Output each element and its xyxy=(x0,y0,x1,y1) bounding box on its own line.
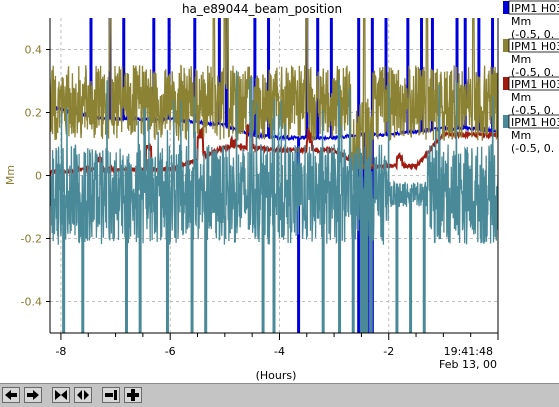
y-tick-label: 0 xyxy=(35,170,42,183)
legend-box xyxy=(508,76,559,91)
series-4-spike xyxy=(359,194,363,333)
series-1-spike xyxy=(357,134,361,333)
chart-title: ha_e89044_beam_position xyxy=(182,2,342,16)
series-4-spike xyxy=(369,194,373,333)
legend-label: IPM1 H03 xyxy=(511,40,559,53)
legend-box xyxy=(508,114,559,129)
series-1-spike xyxy=(167,18,171,119)
legend-box xyxy=(508,38,559,53)
legend-swatch xyxy=(503,39,509,52)
legend-swatch xyxy=(503,77,509,90)
legend-swatch xyxy=(503,1,509,14)
plus-icon xyxy=(127,389,139,401)
legend-label: (-0.5, 0. xyxy=(511,104,554,117)
go-to-end-icon xyxy=(105,390,117,400)
series-4-spike xyxy=(165,194,169,333)
series-4-spike xyxy=(362,194,366,333)
go-to-end-button[interactable] xyxy=(102,387,120,403)
series-1-spike xyxy=(384,18,388,135)
series-4-spike xyxy=(422,194,426,333)
series-4-spike xyxy=(62,194,66,333)
series-1-spike xyxy=(463,18,467,129)
series-4-spike xyxy=(272,194,276,333)
legend-label: IPM1 H03 xyxy=(511,78,559,91)
series-4-spike xyxy=(338,194,342,333)
zoom-in-time-button[interactable] xyxy=(52,387,70,403)
series-1-spike xyxy=(305,18,309,138)
beam-position-chart: ha_e89044_beam_position 0.4 0.2 0 -0.2 -0.4 -… xyxy=(4,0,559,382)
left-arrow-icon xyxy=(5,390,17,400)
scroll-left-button[interactable] xyxy=(2,387,20,403)
scroll-right-button[interactable] xyxy=(24,387,42,403)
series-1-spike xyxy=(108,18,112,119)
legend-label: Mm xyxy=(511,129,531,142)
series-4-spike xyxy=(365,194,369,333)
x-end-time-label: 19:41:48 xyxy=(444,345,493,358)
series-1-spike xyxy=(420,18,424,131)
series-1-spike xyxy=(217,18,221,125)
y-axis-label: Mm xyxy=(4,165,17,185)
series-1-spike xyxy=(152,18,156,119)
x-tick-label: -2 xyxy=(383,345,394,358)
series-1-spike xyxy=(297,137,301,333)
series-group xyxy=(50,18,498,333)
legend-label: (-0.5, 0. xyxy=(511,28,554,41)
series-1-spike xyxy=(477,18,481,130)
x-tick-label: -6 xyxy=(165,345,176,358)
series-1-spike xyxy=(193,18,197,122)
series-4-spike xyxy=(124,194,128,333)
series-1-spike xyxy=(253,18,257,135)
series-4-spike xyxy=(395,194,399,333)
legend-label: IPM1 H03 xyxy=(511,116,559,129)
series-4-spike xyxy=(261,194,265,333)
x-tick-label: -4 xyxy=(274,345,285,358)
legend-swatch xyxy=(503,115,509,128)
legend-label: Mm xyxy=(511,53,531,66)
toolbar xyxy=(0,383,559,407)
add-button[interactable] xyxy=(124,387,142,403)
series-4-spike xyxy=(409,194,413,333)
series-1-spike xyxy=(329,18,333,138)
series-1-spike xyxy=(357,18,361,135)
x-axis-label: (Hours) xyxy=(256,369,297,382)
zoom-in-time-icon xyxy=(55,390,67,400)
right-arrow-icon xyxy=(27,390,39,400)
y-tick-label: 0.4 xyxy=(25,44,43,57)
series-4-spike xyxy=(321,194,325,333)
legend-box xyxy=(508,0,559,15)
legend-label: Mm xyxy=(511,15,531,28)
y-tick-label: -0.4 xyxy=(21,296,42,309)
series-1-spike xyxy=(122,18,126,119)
legend-label: Mm xyxy=(511,91,531,104)
x-end-date-label: Feb 13, 00 xyxy=(439,358,497,371)
plot-area: 0.4 0.2 0 -0.2 -0.4 -8 -6 -4 -2 xyxy=(21,18,499,358)
series-4-spike xyxy=(351,194,355,333)
y-tick-label: -0.2 xyxy=(21,233,42,246)
x-tick-label: -8 xyxy=(55,345,66,358)
legend-label: (-0.5, 0. xyxy=(511,66,554,79)
y-tick-label: 0.2 xyxy=(25,107,43,120)
zoom-out-time-button[interactable] xyxy=(74,387,92,403)
series-4-spike xyxy=(81,194,85,333)
zoom-out-time-icon xyxy=(77,390,89,400)
series-1-spike xyxy=(406,18,410,133)
series-4-spike xyxy=(190,194,194,333)
series-4-spike xyxy=(138,194,142,333)
legend-label: IPM1 H03 xyxy=(511,2,559,15)
series-4-spike xyxy=(204,194,208,333)
legend-label: (-0.5, 0. xyxy=(511,142,554,155)
series-1-spike xyxy=(89,18,93,117)
